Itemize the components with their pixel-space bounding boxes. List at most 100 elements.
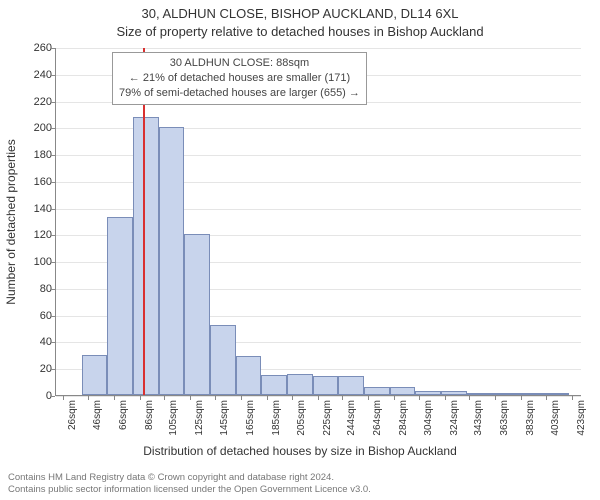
histogram-bar xyxy=(261,375,287,395)
ytick-mark xyxy=(51,369,55,370)
xtick-mark xyxy=(495,396,496,400)
ytick-label: 140 xyxy=(12,203,52,215)
xtick-mark xyxy=(88,396,89,400)
ytick-label: 80 xyxy=(12,283,52,295)
xtick-label: 165sqm xyxy=(245,400,256,444)
xtick-label: 284sqm xyxy=(398,400,409,444)
chart-title-sub: Size of property relative to detached ho… xyxy=(0,24,600,39)
ytick-label: 20 xyxy=(12,363,52,375)
xtick-mark xyxy=(368,396,369,400)
xtick-mark xyxy=(215,396,216,400)
ytick-label: 120 xyxy=(12,229,52,241)
ytick-label: 180 xyxy=(12,149,52,161)
ytick-label: 200 xyxy=(12,122,52,134)
xtick-mark xyxy=(63,396,64,400)
ytick-mark xyxy=(51,396,55,397)
xtick-mark xyxy=(572,396,573,400)
xtick-label: 205sqm xyxy=(296,400,307,444)
ytick-label: 100 xyxy=(12,256,52,268)
histogram-bar xyxy=(364,387,390,395)
xtick-label: 343sqm xyxy=(473,400,484,444)
xtick-label: 304sqm xyxy=(423,400,434,444)
xtick-label: 244sqm xyxy=(346,400,357,444)
xtick-mark xyxy=(292,396,293,400)
xtick-label: 423sqm xyxy=(576,400,587,444)
xtick-label: 86sqm xyxy=(144,400,155,444)
ytick-mark xyxy=(51,262,55,263)
ytick-mark xyxy=(51,75,55,76)
xtick-mark xyxy=(546,396,547,400)
xtick-mark xyxy=(241,396,242,400)
footer-line2: Contains public sector information licen… xyxy=(8,484,371,496)
histogram-bar xyxy=(441,391,467,395)
xtick-mark xyxy=(419,396,420,400)
ytick-mark xyxy=(51,209,55,210)
histogram-bar xyxy=(287,374,313,395)
histogram-bar xyxy=(338,376,364,395)
chart-title-main: 30, ALDHUN CLOSE, BISHOP AUCKLAND, DL14 … xyxy=(0,6,600,21)
histogram-bar xyxy=(544,393,570,395)
ytick-label: 220 xyxy=(12,96,52,108)
ytick-mark xyxy=(51,48,55,49)
ytick-mark xyxy=(51,289,55,290)
ytick-label: 260 xyxy=(12,42,52,54)
xtick-label: 46sqm xyxy=(92,400,103,444)
xtick-label: 105sqm xyxy=(168,400,179,444)
x-axis-label: Distribution of detached houses by size … xyxy=(0,444,600,458)
xtick-mark xyxy=(445,396,446,400)
xtick-mark xyxy=(318,396,319,400)
ytick-mark xyxy=(51,102,55,103)
ytick-label: 0 xyxy=(12,390,52,402)
xtick-label: 403sqm xyxy=(550,400,561,444)
info-line3: 79% of semi-detached houses are larger (… xyxy=(119,86,360,101)
histogram-bar xyxy=(184,234,210,395)
ytick-label: 60 xyxy=(12,310,52,322)
ytick-label: 40 xyxy=(12,336,52,348)
xtick-label: 363sqm xyxy=(499,400,510,444)
xtick-mark xyxy=(469,396,470,400)
footer-line1: Contains HM Land Registry data © Crown c… xyxy=(8,472,371,484)
histogram-bar xyxy=(107,217,133,395)
xtick-mark xyxy=(267,396,268,400)
histogram-bar xyxy=(82,355,108,395)
histogram-bar xyxy=(210,325,236,395)
footer-attribution: Contains HM Land Registry data © Crown c… xyxy=(8,472,371,496)
xtick-mark xyxy=(394,396,395,400)
ytick-mark xyxy=(51,316,55,317)
xtick-label: 264sqm xyxy=(372,400,383,444)
xtick-label: 145sqm xyxy=(219,400,230,444)
ytick-mark xyxy=(51,342,55,343)
ytick-mark xyxy=(51,128,55,129)
histogram-bar xyxy=(518,393,544,395)
xtick-label: 125sqm xyxy=(194,400,205,444)
histogram-bar xyxy=(467,393,493,395)
ytick-label: 160 xyxy=(12,176,52,188)
gridline-h xyxy=(56,48,581,49)
histogram-bar xyxy=(133,117,159,395)
xtick-label: 26sqm xyxy=(67,400,78,444)
xtick-label: 225sqm xyxy=(322,400,333,444)
ytick-mark xyxy=(51,235,55,236)
info-line1: 30 ALDHUN CLOSE: 88sqm xyxy=(119,56,360,71)
ytick-mark xyxy=(51,155,55,156)
xtick-mark xyxy=(164,396,165,400)
xtick-mark xyxy=(114,396,115,400)
histogram-bar xyxy=(390,387,416,395)
histogram-bar xyxy=(492,393,518,395)
histogram-bar xyxy=(159,127,185,395)
info-box: 30 ALDHUN CLOSE: 88sqm ← 21% of detached… xyxy=(112,52,367,105)
xtick-label: 383sqm xyxy=(525,400,536,444)
info-line2: ← 21% of detached houses are smaller (17… xyxy=(119,71,360,86)
histogram-bar xyxy=(236,356,262,395)
xtick-mark xyxy=(521,396,522,400)
histogram-bar xyxy=(415,391,441,395)
ytick-mark xyxy=(51,182,55,183)
xtick-mark xyxy=(342,396,343,400)
histogram-bar xyxy=(313,376,339,395)
xtick-mark xyxy=(190,396,191,400)
ytick-label: 240 xyxy=(12,69,52,81)
xtick-label: 324sqm xyxy=(449,400,460,444)
chart-container: { "titles": { "main": "30, ALDHUN CLOSE,… xyxy=(0,0,600,500)
xtick-label: 185sqm xyxy=(271,400,282,444)
xtick-label: 66sqm xyxy=(118,400,129,444)
